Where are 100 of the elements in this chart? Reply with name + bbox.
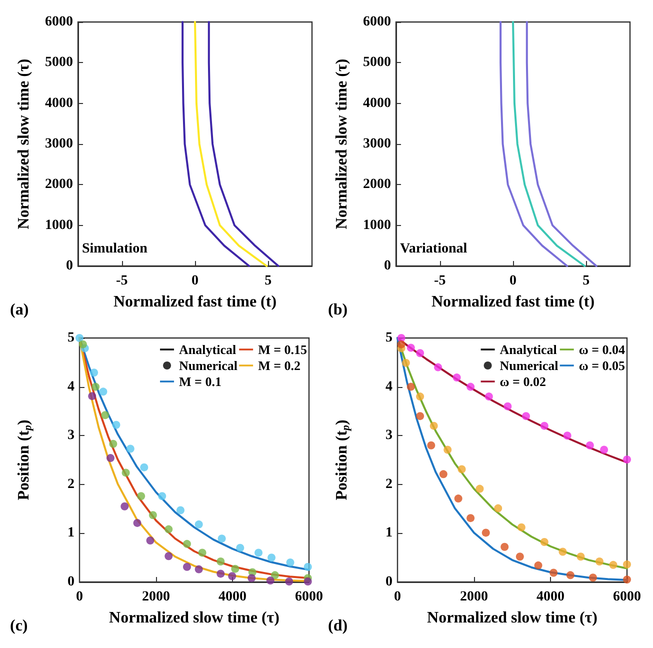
point bbox=[427, 441, 436, 450]
y-tick-label: 3000 bbox=[363, 136, 391, 152]
point bbox=[500, 542, 509, 551]
legend-label: M = 0.1 bbox=[179, 374, 222, 389]
point bbox=[286, 558, 294, 566]
point bbox=[146, 536, 154, 545]
point bbox=[586, 441, 594, 450]
x-tick-label: 4000 bbox=[218, 590, 246, 604]
y-tick-label: 1000 bbox=[45, 218, 73, 233]
x-axis-title: Normalized fast time (t) bbox=[113, 294, 277, 310]
point bbox=[176, 506, 184, 514]
annotation: Variational bbox=[400, 242, 468, 256]
point bbox=[522, 412, 530, 420]
y-axis-title: Position (tp) bbox=[334, 420, 352, 500]
y-tick-label: 0 bbox=[386, 574, 392, 590]
point bbox=[218, 534, 226, 543]
point bbox=[452, 374, 461, 382]
text: (d) bbox=[328, 618, 348, 634]
point bbox=[228, 572, 236, 580]
point bbox=[416, 349, 424, 358]
y-tick-label: 4 bbox=[386, 379, 392, 394]
y-tick-label: 5 bbox=[68, 330, 74, 346]
point bbox=[406, 382, 415, 391]
point bbox=[484, 392, 493, 401]
point bbox=[534, 561, 542, 570]
point bbox=[406, 344, 415, 352]
point bbox=[106, 454, 114, 462]
point bbox=[600, 446, 608, 454]
point bbox=[540, 538, 548, 546]
y-tick-label: 2000 bbox=[363, 177, 391, 192]
point bbox=[397, 340, 406, 348]
point bbox=[595, 558, 604, 566]
point bbox=[563, 432, 572, 440]
x-tick-label: 6000 bbox=[295, 590, 323, 604]
x-tick-label: 5 bbox=[582, 274, 590, 288]
point bbox=[458, 465, 466, 474]
y-tick-label: 1 bbox=[386, 526, 392, 541]
y-tick-label: 3000 bbox=[45, 136, 73, 152]
point bbox=[158, 492, 166, 500]
point bbox=[623, 456, 631, 464]
point bbox=[88, 392, 96, 400]
legend-label: M = 0.15 bbox=[258, 342, 308, 357]
point bbox=[120, 502, 129, 510]
point bbox=[109, 440, 118, 448]
point bbox=[140, 463, 148, 472]
point bbox=[588, 574, 597, 582]
x-tick-label: 0 bbox=[192, 274, 198, 288]
point bbox=[122, 468, 130, 477]
point bbox=[266, 576, 274, 585]
point bbox=[482, 528, 490, 537]
point bbox=[90, 368, 98, 377]
y-tick-label: 3 bbox=[386, 428, 392, 444]
legend-label: Numerical bbox=[179, 358, 238, 373]
point bbox=[430, 422, 438, 430]
point bbox=[304, 562, 312, 571]
point bbox=[540, 422, 548, 430]
point bbox=[550, 568, 558, 577]
point bbox=[231, 564, 240, 573]
x-tick-label: 5 bbox=[264, 274, 272, 288]
line-series bbox=[526, 21, 598, 267]
y-axis-title: Normalized slow time (τ) bbox=[334, 58, 350, 230]
point bbox=[248, 574, 256, 582]
y-tick-label: 0 bbox=[68, 574, 74, 590]
legend-label: Analytical bbox=[500, 342, 558, 357]
y-tick-label: 4000 bbox=[363, 96, 391, 111]
point bbox=[216, 570, 225, 578]
y-tick-label: 5000 bbox=[363, 55, 391, 70]
point bbox=[454, 494, 462, 503]
point bbox=[164, 552, 173, 560]
point bbox=[434, 363, 442, 372]
legend-label: Analytical bbox=[179, 342, 236, 357]
point bbox=[148, 511, 157, 520]
x-tick-label: 0 bbox=[510, 274, 516, 288]
x-tick-label: 2000 bbox=[142, 590, 170, 604]
y-tick-label: 1 bbox=[68, 526, 74, 541]
x-tick-label: 4000 bbox=[536, 590, 564, 604]
point bbox=[254, 548, 263, 557]
y-axis-title: Normalized slow time (τ) bbox=[16, 58, 32, 230]
x-tick-label: 2000 bbox=[460, 590, 488, 604]
point bbox=[101, 411, 110, 420]
y-tick-label: 6000 bbox=[45, 14, 73, 30]
line-series bbox=[182, 21, 250, 267]
point bbox=[504, 402, 512, 410]
line-series bbox=[194, 21, 268, 267]
point bbox=[236, 544, 244, 552]
y-tick-label: 3 bbox=[68, 428, 74, 444]
point bbox=[112, 420, 120, 429]
point bbox=[402, 358, 410, 367]
text: (c) bbox=[10, 618, 28, 634]
point bbox=[516, 552, 524, 561]
point bbox=[137, 492, 146, 500]
legend-label: ω = 0.05 bbox=[578, 358, 626, 373]
y-tick-label: 4000 bbox=[45, 96, 73, 111]
x-axis-title: Normalized slow time (τ) bbox=[109, 610, 280, 626]
annotation: Simulation bbox=[82, 242, 148, 256]
point bbox=[566, 571, 574, 580]
point bbox=[78, 340, 87, 348]
point bbox=[194, 520, 203, 528]
point bbox=[194, 565, 203, 574]
point bbox=[558, 548, 567, 556]
